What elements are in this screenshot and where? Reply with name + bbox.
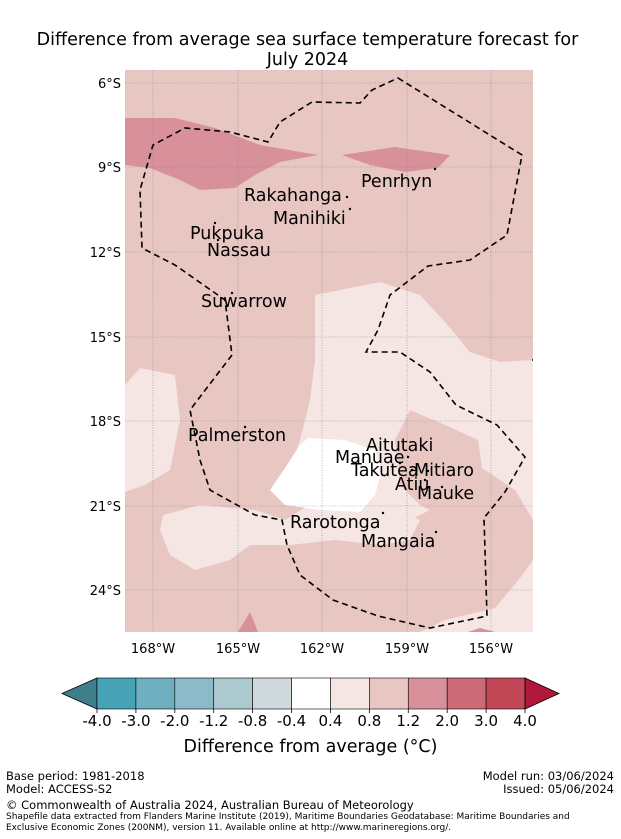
island-label-aitutaki: Aitutaki (366, 436, 433, 456)
map-area: Penrhyn Rakahanga Manihiki Pukpuka Nassa… (125, 70, 533, 632)
island-label-manihiki: Manihiki (273, 209, 346, 229)
sst-field-0.4-0.8 (290, 282, 533, 632)
colorbar-tick-label: -0.8 (238, 712, 267, 730)
colorbar-label: Difference from average (°C) (183, 737, 438, 757)
sst-field-1.2-2.0-penrhyn (342, 147, 450, 172)
lat-tick: 24°S (90, 584, 121, 599)
island-label-penrhyn: Penrhyn (361, 172, 432, 192)
colorbar-tick-label: 2.0 (435, 712, 459, 730)
colorbar-tick-label: -1.2 (199, 712, 228, 730)
lon-tick: 162°W (300, 642, 344, 657)
island-label-nassau: Nassau (207, 241, 271, 261)
sst-field-1.2-2.0-north (125, 118, 318, 190)
island-label-rarotonga: Rarotonga (290, 513, 381, 533)
footer-right: Model run: 03/06/2024 Issued: 05/06/2024 (483, 770, 614, 796)
lat-tick: 9°S (98, 161, 121, 176)
island-label-pukpuka: Pukpuka (190, 224, 264, 244)
lon-tick: 159°W (385, 642, 429, 657)
colorbar-tick-label: 4.0 (513, 712, 537, 730)
colorbar-tick-label: -3.0 (121, 712, 150, 730)
island-label-suwarrow: Suwarrow (201, 292, 287, 312)
colorbar-bin (485, 677, 526, 710)
gridlines (125, 70, 533, 632)
colorbar-bin (252, 677, 292, 710)
island-label-mangaia: Mangaia (361, 532, 435, 552)
lon-tick: 168°W (131, 642, 175, 657)
island-label-rakahanga: Rakahanga (244, 186, 342, 206)
colorbar-tick-label: -4.0 (82, 712, 111, 730)
island-label-takutea: Takutea (350, 461, 419, 481)
model-name: Model: ACCESS-S2 (6, 782, 113, 796)
colorbar-bin (96, 677, 137, 710)
base-period: Base period: 1981-2018 (6, 769, 145, 783)
colorbar-tick-label: 3.0 (474, 712, 498, 730)
lat-tick: 6°S (98, 77, 121, 92)
title-line-2: July 2024 (266, 50, 349, 70)
colorbar-ticks: -4.0 -3.0 -2.0 -1.2 -0.8 -0.4 0.4 0.8 1.2 2.0 3.0 4… (82, 709, 537, 730)
lon-tick: 165°W (216, 642, 260, 657)
colorbar-tick-label: 1.2 (396, 712, 420, 730)
lat-tick: 21°S (90, 500, 121, 515)
eez-boundary (139, 77, 526, 629)
colorbar-tick-label: -2.0 (160, 712, 189, 730)
lat-tick: 18°S (90, 415, 121, 430)
colorbar-bin (407, 677, 448, 710)
colorbar-bin (174, 677, 215, 710)
colorbar-bin (213, 677, 253, 710)
island-markers (213, 167, 444, 534)
chart-title: Difference from average sea surface temp… (0, 30, 615, 70)
colorbar-extend-low (61, 677, 98, 710)
island-label-palmerston: Palmerston (188, 426, 286, 446)
island-label-manuae: Manuae (335, 448, 405, 468)
sst-field-neutral (270, 438, 382, 512)
colorbar-tick-label: -0.4 (277, 712, 306, 730)
colorbar-bin (291, 677, 331, 710)
colorbar-bin (446, 677, 487, 710)
lon-tick: 156°W (469, 642, 513, 657)
colorbar-extend-high (524, 677, 560, 710)
island-label-mauke: Mauke (417, 484, 474, 504)
copyright: © Commonwealth of Australia 2024, Austra… (6, 798, 414, 812)
shapefile-credit: Shapefile data extracted from Flanders M… (6, 812, 570, 833)
colorbar-tick-label: 0.8 (357, 712, 381, 730)
title-line-1: Difference from average sea surface temp… (36, 30, 579, 50)
lat-tick: 12°S (90, 246, 121, 261)
colorbar-bin (135, 677, 176, 710)
sst-field-0.4-0.8-west (125, 368, 180, 492)
issued-date: Issued: 05/06/2024 (503, 782, 614, 796)
footer-left: Base period: 1981-2018 Model: ACCESS-S2 (6, 770, 145, 796)
island-label-atiu: Atiu (395, 475, 429, 495)
colorbar-bin (330, 677, 370, 710)
model-run: Model run: 03/06/2024 (482, 769, 614, 783)
colorbar-bin (369, 677, 409, 710)
colorbar (61, 677, 560, 710)
island-label-mitiaro: Mitiaro (414, 461, 474, 481)
lat-tick: 15°S (90, 331, 121, 346)
colorbar-tick-label: 0.4 (319, 712, 343, 730)
